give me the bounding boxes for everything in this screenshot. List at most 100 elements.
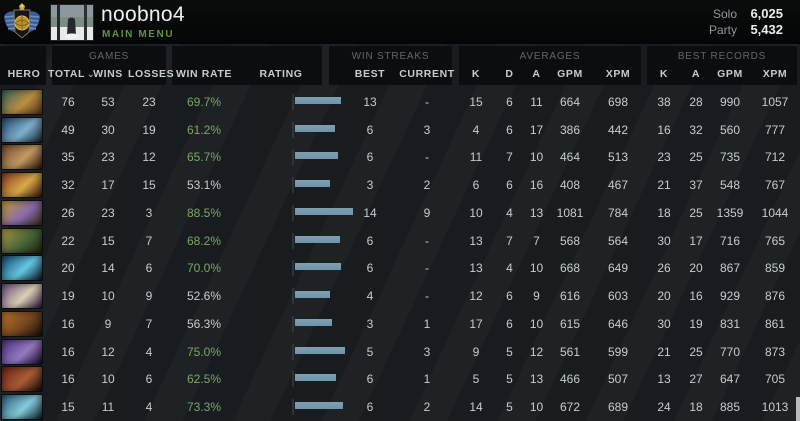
table-row[interactable]: 26 23 3 88.5% 14 9 10 4 13 1081 784 18 2…: [0, 199, 800, 227]
table-row[interactable]: 20 14 6 70.0% 6 - 13 4 10 668 649 26 20 …: [0, 255, 800, 283]
record-gpm-cell: 560: [719, 122, 741, 137]
hero-portrait[interactable]: [2, 367, 42, 392]
wins-cell: 53: [101, 94, 115, 109]
record-gpm-cell: 831: [719, 316, 741, 331]
column-header-total[interactable]: TOTAL ⌄: [48, 68, 96, 80]
best-streak-cell: 13: [363, 94, 377, 109]
hero-cell: [0, 173, 48, 198]
column-header-win-rate[interactable]: WIN RATE: [176, 68, 232, 80]
rating-bar-fill: [294, 96, 341, 104]
hero-portrait[interactable]: [2, 173, 42, 198]
record-assists-cell: 28: [689, 94, 703, 109]
table-row[interactable]: 22 15 7 68.2% 6 - 13 7 7 568 564 30 17 7…: [0, 227, 800, 255]
hero-portrait[interactable]: [2, 311, 42, 336]
hero-cell: [0, 228, 48, 253]
total-games-cell: 16: [61, 316, 75, 331]
hero-portrait[interactable]: [2, 284, 42, 309]
losses-cell: 4: [145, 400, 153, 415]
column-header-kills[interactable]: K: [471, 68, 481, 80]
record-kills-cell: 20: [657, 289, 671, 304]
avg-xpm-cell: 784: [607, 205, 629, 220]
table-row[interactable]: 32 17 15 53.1% 3 2 6 6 16 408 467 21 37 …: [0, 171, 800, 199]
rank-medal-icon: [2, 2, 42, 42]
win-rate-cell: 61.2%: [186, 122, 222, 137]
record-gpm-cell: 548: [719, 178, 741, 193]
record-gpm-cell: 1359: [716, 205, 744, 220]
scrollbar-thumb[interactable]: [796, 397, 800, 421]
column-header-best[interactable]: BEST: [354, 68, 386, 80]
column-header-deaths[interactable]: D: [505, 68, 514, 80]
column-header-xpm[interactable]: XPM: [605, 68, 631, 80]
avg-deaths-cell: 6: [506, 94, 513, 109]
column-header-assists[interactable]: A: [532, 68, 541, 80]
record-gpm-cell: 990: [719, 94, 741, 109]
main-menu-label[interactable]: MAIN MENU: [102, 29, 175, 40]
avg-gpm-cell: 615: [559, 316, 581, 331]
column-header-record-assists[interactable]: A: [691, 68, 701, 80]
hero-portrait[interactable]: [2, 200, 42, 225]
wins-cell: 10: [101, 372, 115, 387]
table-row[interactable]: 35 23 12 65.7% 6 - 11 7 10 464 513 23 25…: [0, 144, 800, 172]
losses-cell: 6: [145, 261, 153, 276]
avg-assists-cell: 10: [529, 150, 544, 165]
record-kills-cell: 26: [657, 261, 671, 276]
column-header-rating[interactable]: RATING: [259, 68, 303, 80]
averages-group-title: AVERAGES: [519, 51, 581, 62]
record-xpm-cell: 859: [764, 261, 786, 276]
column-header-record-kills[interactable]: K: [659, 68, 669, 80]
table-row[interactable]: 15 11 4 73.3% 6 2 14 5 10 672 689 24 18 …: [0, 393, 800, 421]
party-mmr-label: Party: [708, 23, 737, 37]
column-header-record-gpm[interactable]: GPM: [717, 68, 743, 80]
table-row[interactable]: 16 9 7 56.3% 3 1 17 6 10 615 646 30 19 8…: [0, 310, 800, 338]
rating-bar-fill: [294, 374, 336, 382]
hero-portrait[interactable]: [2, 117, 42, 142]
win-rate-cell: 65.7%: [186, 150, 222, 165]
avg-xpm-cell: 442: [607, 122, 629, 137]
win-rate-cell: 52.6%: [186, 289, 222, 304]
table-row[interactable]: 16 10 6 62.5% 6 1 5 5 13 466 507 13 27 6…: [0, 366, 800, 394]
avg-xpm-cell: 689: [607, 400, 629, 415]
hero-portrait[interactable]: [2, 256, 42, 281]
column-header-hero[interactable]: HERO: [7, 68, 41, 80]
record-xpm-cell: 861: [764, 316, 786, 331]
avg-deaths-cell: 6: [506, 178, 513, 193]
record-assists-cell: 16: [689, 289, 703, 304]
total-games-cell: 16: [61, 372, 75, 387]
wins-cell: 12: [101, 344, 115, 359]
rating-bar-fill: [294, 402, 343, 410]
table-row[interactable]: 16 12 4 75.0% 5 3 9 5 12 561 599 21 25 7…: [0, 338, 800, 366]
column-header-losses[interactable]: LOSSES: [128, 68, 175, 80]
column-header-row: HERO TOTAL ⌄ WINS LOSSES WIN RATE RATING …: [0, 63, 800, 85]
hero-portrait[interactable]: [2, 339, 42, 364]
wins-cell: 15: [101, 233, 115, 248]
column-header-current[interactable]: CURRENT: [399, 68, 455, 80]
hero-portrait[interactable]: [2, 145, 42, 170]
hero-portrait[interactable]: [2, 228, 42, 253]
player-avatar[interactable]: [50, 4, 94, 41]
record-kills-cell: 18: [657, 205, 671, 220]
record-assists-cell: 27: [689, 372, 703, 387]
hero-stats-panel: GAMES WIN STREAKS AVERAGES BEST RECORDS …: [0, 44, 800, 421]
record-gpm-cell: 716: [719, 233, 741, 248]
column-header-record-xpm[interactable]: XPM: [762, 68, 788, 80]
hero-portrait[interactable]: [2, 395, 42, 420]
avg-gpm-cell: 668: [559, 261, 581, 276]
table-row[interactable]: 19 10 9 52.6% 4 - 12 6 9 616 603 20 16 9…: [0, 282, 800, 310]
record-assists-cell: 25: [689, 344, 703, 359]
header-group-games: GAMES: [52, 46, 166, 85]
column-header-gpm[interactable]: GPM: [557, 68, 583, 80]
losses-cell: 23: [142, 94, 156, 109]
hero-portrait[interactable]: [2, 89, 42, 114]
losses-cell: 4: [145, 344, 153, 359]
avg-deaths-cell: 6: [506, 316, 513, 331]
table-row[interactable]: 49 30 19 61.2% 6 3 4 6 17 386 442 16 32 …: [0, 116, 800, 144]
avg-assists-cell: 11: [530, 94, 543, 109]
record-kills-cell: 38: [657, 94, 671, 109]
win-rate-cell: 53.1%: [186, 178, 222, 193]
rating-bar-fill: [294, 180, 330, 188]
avg-xpm-cell: 646: [607, 316, 629, 331]
record-xpm-cell: 712: [764, 150, 786, 165]
column-header-wins[interactable]: WINS: [93, 68, 123, 80]
losses-cell: 15: [142, 178, 156, 193]
table-row[interactable]: 76 53 23 69.7% 13 - 15 6 11 664 698 38 2…: [0, 88, 800, 116]
